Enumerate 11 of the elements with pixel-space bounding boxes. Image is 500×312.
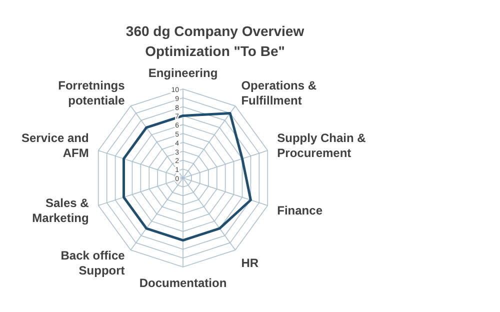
spoke-label: Engineering xyxy=(148,66,218,80)
spoke-label: Forretnings potentiale xyxy=(58,78,126,108)
spoke-label: Back office Support xyxy=(60,248,126,278)
spoke-label: HR xyxy=(241,256,259,270)
spoke-label: Service and AFM xyxy=(21,131,89,160)
spoke-label: Operations & Fulfillment xyxy=(241,78,317,108)
chart-title: 360 dg Company Overview Optimization "To Be" xyxy=(126,23,304,59)
spoke-label: Sales & Marketing xyxy=(32,196,90,225)
spoke-label: Supply Chain & Procurement xyxy=(277,131,366,160)
spoke-label: Documentation xyxy=(139,276,227,290)
spoke-label: Finance xyxy=(277,203,323,218)
